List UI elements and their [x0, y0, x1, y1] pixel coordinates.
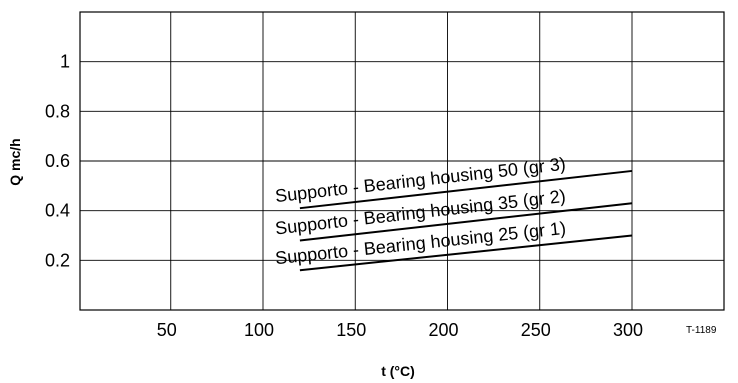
series-line [299, 234, 633, 272]
y-tick-label: 1 [60, 52, 70, 72]
x-tick-label: 250 [521, 320, 551, 340]
figure-code-label: T-1189 [686, 325, 717, 336]
y-tick-label: 0.8 [45, 101, 70, 121]
x-axis-ticks: 50 100 150 200 250 300 [157, 320, 643, 340]
y-tick-label: 0.6 [45, 151, 70, 171]
y-axis-ticks: 0.2 0.4 0.6 0.8 1 [45, 52, 70, 271]
x-tick-label: 300 [613, 320, 643, 340]
x-tick-label: 50 [157, 320, 177, 340]
y-axis-title: Q mc/h [7, 138, 23, 185]
series-lines [299, 169, 633, 272]
y-tick-label: 0.4 [45, 201, 70, 221]
series-line [299, 202, 633, 242]
x-tick-label: 200 [428, 320, 458, 340]
y-tick-label: 0.2 [45, 250, 70, 270]
x-axis-title: t (°C) [381, 363, 415, 379]
grid [80, 12, 724, 310]
x-tick-label: 100 [244, 320, 274, 340]
series-line [299, 169, 633, 210]
plot-frame [79, 11, 725, 311]
x-tick-label: 150 [336, 320, 366, 340]
